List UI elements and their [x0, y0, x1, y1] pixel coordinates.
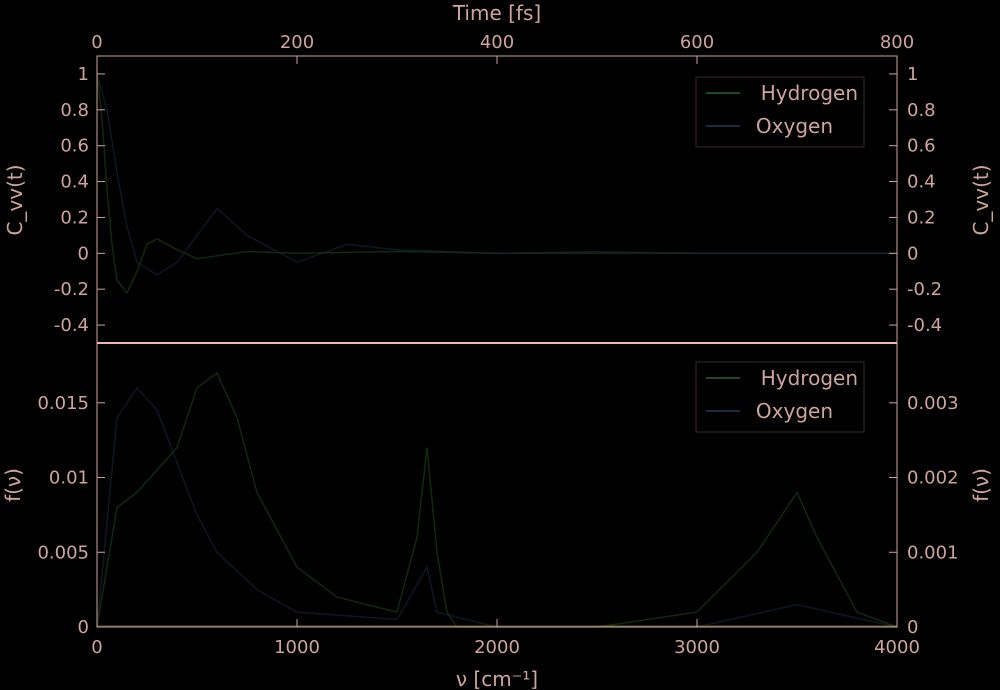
- bottom-panel: 0 1000 2000 3000 400000.0050.010.01500.0010.…: [1, 342, 993, 690]
- top-panel: 0 200 400 600 800 -0.4 -0.2 0 0.2 0.4 0.6 0.8 1 -0.4 -…: [3, 1, 993, 344]
- bottom-right-y-tick-label: 0.001: [907, 542, 959, 563]
- bottom-left-y-axis-title: f(ν): [1, 468, 25, 502]
- bottom-left-y-tick-label: 0.01: [49, 468, 89, 489]
- bottom-x-tick-label: 2000: [474, 637, 520, 658]
- bottom-legend: Hydrogen Oxygen: [695, 361, 865, 433]
- top-left-y-tick-label: 1: [78, 64, 89, 85]
- bottom-right-y-tick-label: 0.003: [907, 393, 959, 414]
- top-left-y-tick-label: 0: [78, 243, 89, 264]
- top-series-hydrogen-line: [96, 73, 897, 295]
- top-x-tick-label: 800: [880, 32, 914, 53]
- bottom-right-y-axis-title: f(ν): [969, 468, 993, 502]
- top-right-y-tick-label: -0.4: [907, 315, 942, 336]
- bottom-right-y-tick-label: 0: [907, 617, 918, 638]
- top-left-y-tick-label: 0.2: [60, 207, 89, 228]
- bottom-legend-oxygen-label: Oxygen: [756, 399, 833, 423]
- top-left-y-axis-title: C_vv(t): [3, 164, 27, 235]
- bottom-left-y-tick-label: 0: [78, 617, 89, 638]
- top-tick-group: 0 200 400 600 800 -0.4 -0.2 0 0.2 0.4 0.6 0.8 1 -0.4 -…: [54, 32, 942, 336]
- bottom-x-tick-label: 1000: [274, 637, 320, 658]
- top-left-y-tick-label: -0.2: [54, 279, 89, 300]
- top-series-oxygen-line: [96, 73, 897, 276]
- top-series-group: [96, 73, 897, 295]
- top-left-y-tick-label: 0.6: [60, 136, 89, 157]
- bottom-left-y-tick-label: 0.015: [37, 393, 89, 414]
- top-right-y-tick-label: 0: [907, 243, 918, 264]
- bottom-x-tick-label: 4000: [874, 637, 920, 658]
- top-x-axis-title: Time [fs]: [452, 1, 541, 25]
- top-right-y-tick-label: 1: [907, 64, 918, 85]
- top-legend: Hydrogen Oxygen: [695, 76, 865, 148]
- top-right-y-tick-label: 0.2: [907, 207, 936, 228]
- bottom-legend-box: [695, 361, 865, 433]
- top-right-y-tick-label: 0.6: [907, 136, 936, 157]
- top-legend-hydrogen-label: Hydrogen: [761, 81, 858, 105]
- top-right-y-axis-title: C_vv(t): [969, 164, 993, 235]
- top-x-tick-label: 200: [280, 32, 314, 53]
- top-left-y-tick-label: -0.4: [54, 315, 89, 336]
- top-right-y-tick-label: 0.8: [907, 100, 936, 121]
- bottom-legend-hydrogen-label: Hydrogen: [761, 366, 858, 390]
- bottom-right-y-tick-label: 0.002: [907, 468, 959, 489]
- top-right-y-tick-label: 0.4: [907, 172, 936, 193]
- top-right-y-tick-label: -0.2: [907, 279, 942, 300]
- bottom-x-axis-title: ν [cm⁻¹]: [456, 667, 538, 690]
- top-x-tick-label: 0: [91, 32, 102, 53]
- top-left-y-tick-label: 0.4: [60, 172, 89, 193]
- bottom-tick-group: 0 1000 2000 3000 400000.0050.010.01500.0010.…: [37, 393, 958, 658]
- top-left-y-tick-label: 0.8: [60, 100, 89, 121]
- top-legend-oxygen-label: Oxygen: [756, 114, 833, 138]
- top-x-tick-label: 400: [480, 32, 514, 53]
- bottom-x-tick-label: 3000: [674, 637, 720, 658]
- bottom-left-y-tick-label: 0.005: [37, 542, 89, 563]
- bottom-series-hydrogen-line: [96, 371, 898, 628]
- bottom-x-tick-label: 0: [91, 637, 102, 658]
- top-legend-box: [695, 76, 865, 148]
- top-x-tick-label: 600: [680, 32, 714, 53]
